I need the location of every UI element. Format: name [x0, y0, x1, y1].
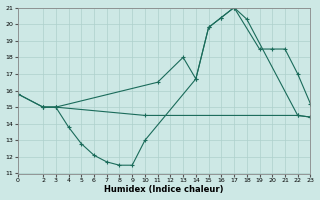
- X-axis label: Humidex (Indice chaleur): Humidex (Indice chaleur): [104, 185, 224, 194]
